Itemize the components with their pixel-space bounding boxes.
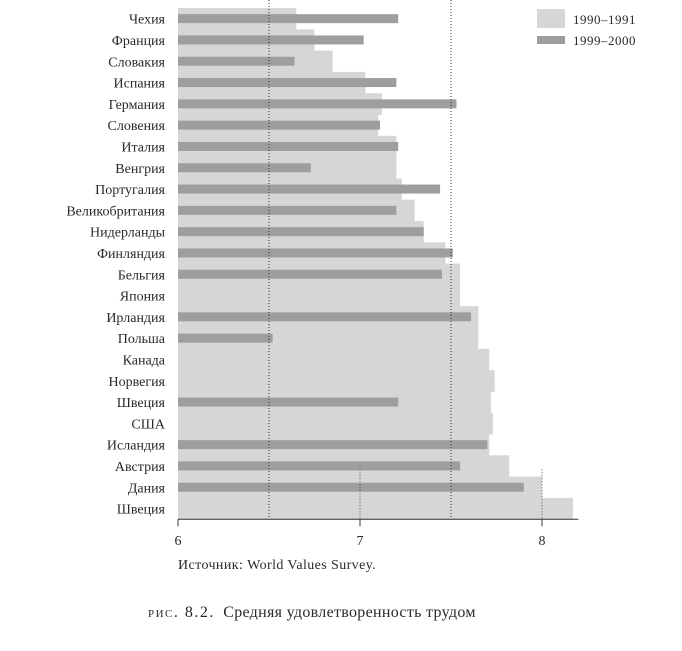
category-label-1: Чехия: [129, 13, 166, 28]
figure-number: рис. 8.2.: [148, 604, 215, 621]
x-tick-label-1: 6: [175, 534, 182, 549]
bar-1999-9: [178, 184, 441, 194]
bar-1999-4: [178, 78, 397, 88]
bar-1999-22: [178, 461, 461, 471]
reference-lines: [268, 0, 452, 520]
category-label-17: Канада: [123, 353, 166, 368]
category-label-3: Словакия: [108, 55, 165, 70]
category-labels: Чехия Франция Словакия Испания Германия Слове…: [66, 13, 166, 518]
bar-1990-18: [178, 370, 495, 392]
category-label-4: Испания: [114, 77, 166, 92]
bar-1999-2: [178, 35, 364, 45]
bar-1999-12: [178, 248, 453, 258]
bar-1999-21: [178, 440, 488, 450]
category-label-9: Португалия: [95, 183, 165, 198]
legend-label-1990: 1990–1991: [573, 12, 636, 27]
bar-1999-1: [178, 14, 399, 24]
bar-1999-10: [178, 205, 397, 215]
category-label-6: Словения: [108, 119, 166, 134]
figure-caption: рис. 8.2. Средняя удовлетворенность труд…: [148, 604, 476, 622]
bars-layer: [178, 8, 573, 520]
source-note: Источник: World Values Survey.: [178, 558, 377, 573]
legend-label-1999: 1999–2000: [573, 33, 636, 48]
category-label-8: Венгрия: [115, 162, 165, 177]
figure-title: Средняя удовлетворенность трудом: [223, 604, 476, 621]
bar-1999-11: [178, 227, 424, 237]
bar-1990-20: [178, 412, 493, 435]
category-label-7: Италия: [121, 140, 165, 155]
legend: 1990–1991 1999–2000: [537, 9, 636, 48]
category-label-10: Великобритания: [66, 204, 165, 219]
category-label-14: Япония: [120, 290, 166, 305]
category-label-11: Нидерланды: [90, 226, 166, 241]
bar-1999-15: [178, 312, 472, 322]
category-label-5: Германия: [109, 98, 166, 113]
bar-1999-6: [178, 120, 381, 130]
category-label-20: США: [131, 417, 165, 432]
bar-1999-5: [178, 99, 457, 109]
bar-chart: Чехия Франция Словакия Испания Германия Слове…: [66, 0, 636, 549]
bar-1990-17: [178, 348, 490, 371]
bar-1990-14: [178, 284, 461, 307]
category-label-2: Франция: [112, 34, 166, 49]
category-label-16: Польша: [118, 332, 166, 347]
x-tick-label-3: 8: [539, 534, 546, 549]
category-label-18: Норвегия: [108, 375, 165, 390]
bar-1999-13: [178, 269, 442, 279]
category-label-15: Ирландия: [106, 311, 165, 326]
category-label-23: Дания: [128, 481, 166, 496]
category-label-22: Австрия: [115, 460, 166, 475]
x-tick-label-2: 7: [357, 534, 364, 549]
bar-1990-24: [178, 497, 573, 520]
category-label-24: Швеция: [117, 503, 166, 518]
category-label-13: Бельгия: [118, 268, 166, 283]
category-label-12: Финляндия: [97, 247, 166, 262]
x-axis: 6 7 8: [175, 469, 579, 549]
category-label-19: Швеция: [117, 396, 166, 411]
bar-1999-16: [178, 333, 273, 343]
bar-1999-19: [178, 397, 399, 407]
bar-1999-23: [178, 482, 524, 492]
bar-1990-16: [178, 327, 479, 350]
bar-1999-8: [178, 163, 311, 173]
legend-swatch-1999: [537, 36, 565, 44]
legend-swatch-1990: [537, 9, 565, 28]
category-label-21: Исландия: [107, 439, 166, 454]
bar-1999-7: [178, 141, 399, 151]
bar-1999-3: [178, 56, 295, 66]
